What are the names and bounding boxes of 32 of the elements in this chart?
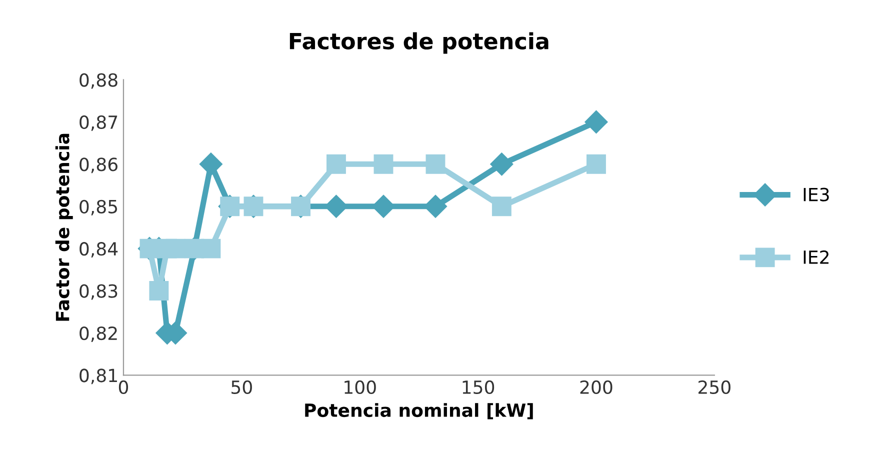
x-tick-label: 0 xyxy=(118,380,128,394)
point xyxy=(326,154,346,174)
y-tick-label: 0,85 xyxy=(80,200,118,216)
y-tick-label: 0,83 xyxy=(80,284,118,300)
y-tick-label: 0,87 xyxy=(80,115,118,131)
x-tick-label: 200 xyxy=(580,380,612,394)
x-tick-label: 100 xyxy=(344,380,376,394)
x-axis-title: Potencia nominal [kW] xyxy=(305,403,533,420)
legend-label: IE2 xyxy=(804,250,828,264)
y-tick-label: 0,88 xyxy=(80,73,118,89)
x-tick-label: 50 xyxy=(232,380,252,394)
point xyxy=(199,152,222,176)
point xyxy=(426,154,446,174)
y-tick-label: 0,82 xyxy=(80,326,117,342)
x-tick-label: 250 xyxy=(698,380,730,394)
point xyxy=(586,154,606,174)
point xyxy=(424,194,447,218)
y-tick-label: 0,81 xyxy=(80,368,117,384)
y-tick-label: 0,84 xyxy=(80,242,118,258)
point xyxy=(374,154,394,174)
y-axis-title: Factor de potencia xyxy=(55,134,73,321)
point xyxy=(584,110,608,134)
point xyxy=(166,238,186,258)
point xyxy=(149,281,169,301)
chart-title: Factores de potencia xyxy=(290,32,548,54)
point xyxy=(490,152,514,176)
legend-label: IE3 xyxy=(804,188,829,202)
y-tick-label: 0,86 xyxy=(80,158,118,174)
x-tick-label: 150 xyxy=(462,380,494,394)
point xyxy=(291,196,310,216)
point xyxy=(201,238,221,258)
point xyxy=(492,196,512,216)
